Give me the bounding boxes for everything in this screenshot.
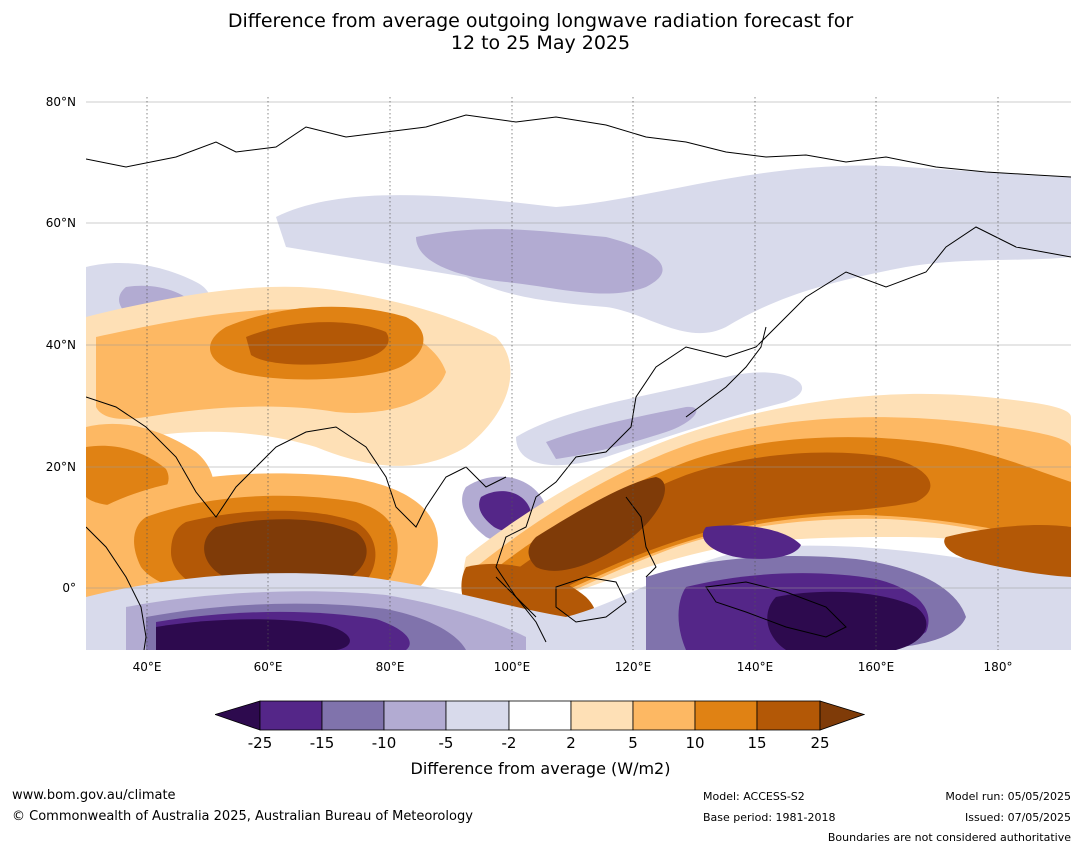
coastline-borneo — [555, 576, 627, 623]
colorbar-segment-6 — [570, 700, 634, 731]
colorbar-tick: -5 — [438, 734, 454, 752]
coastline-new-guinea — [705, 581, 847, 638]
issued-date: Issued: 07/05/2025 — [964, 811, 1071, 824]
lat-label-0: 0° — [62, 581, 76, 595]
colorbar-tick: -2 — [501, 734, 517, 752]
anomaly-east-pacific-strong — [944, 525, 1071, 577]
lon-label-60e: 60°E — [253, 660, 283, 674]
anomaly-west-pacific-core — [506, 452, 931, 596]
colorbar-segment-7 — [632, 700, 696, 731]
colorbar-extend-high — [819, 700, 865, 731]
lat-label-80n: 80°N — [45, 95, 76, 109]
colorbar-tick: 5 — [628, 734, 638, 752]
lon-label-100e: 100°E — [493, 660, 531, 674]
colorbar-label: Difference from average (W/m2) — [410, 759, 671, 778]
colorbar-tick: 10 — [685, 734, 705, 752]
model-run-date: Model run: 05/05/2025 — [945, 790, 1071, 803]
lon-label-140e: 140°E — [736, 660, 774, 674]
copyright-text: © Commonwealth of Australia 2025, Austra… — [12, 809, 473, 824]
gridlines-lon — [146, 97, 999, 650]
anomaly-pacific-south-core — [767, 591, 927, 650]
colorbar-segment-9 — [756, 700, 821, 731]
lon-label-80e: 80°E — [375, 660, 405, 674]
lon-label-180: 180° — [983, 660, 1013, 674]
coastline-arctic — [86, 114, 1071, 178]
anomaly-fields — [86, 165, 1071, 650]
coastline-africa-east — [86, 526, 147, 650]
lon-label-40e: 40°E — [132, 660, 162, 674]
lat-label-40n: 40°N — [45, 338, 76, 352]
colorbar-segment-5 — [508, 700, 572, 731]
colorbar-tick: 15 — [747, 734, 767, 752]
coastline-sumatra — [495, 576, 547, 643]
colorbar-extend-low — [215, 700, 261, 731]
colorbar-tick: -25 — [247, 734, 273, 752]
base-period: Base period: 1981-2018 — [703, 811, 836, 824]
coastlines — [86, 114, 1071, 650]
colorbar-segment-8 — [694, 700, 758, 731]
lon-label-120e: 120°E — [614, 660, 652, 674]
colorbar-tick: 2 — [566, 734, 576, 752]
colorbar-segment-2 — [321, 700, 385, 731]
lat-label-20n: 20°N — [45, 460, 76, 474]
anomaly-south-china-sea-core — [528, 477, 665, 571]
boundary-disclaimer: Boundaries are not considered authoritat… — [827, 831, 1071, 844]
anomaly-east-china-mid — [546, 406, 697, 459]
colorbar-tick: 25 — [810, 734, 830, 752]
coastline-asia-east — [495, 226, 1071, 618]
website-link[interactable]: www.bom.gov.au/climate — [12, 788, 176, 803]
anomaly-siberia-light — [276, 165, 1071, 334]
anomaly-siberia-mid — [416, 229, 663, 294]
model-name: Model: ACCESS-S2 — [703, 790, 805, 803]
colorbar-segment-1 — [259, 700, 323, 731]
anomaly-indian-ocean-core — [204, 519, 367, 588]
colorbar-segment-3 — [383, 700, 447, 731]
forecast-map — [86, 97, 1071, 650]
coastline-japan — [685, 326, 767, 418]
title-line-2: 12 to 25 May 2025 — [450, 32, 631, 54]
coastline-philippines — [625, 496, 657, 578]
colorbar-segment-4 — [445, 700, 510, 731]
coastline-south-asia — [86, 396, 507, 528]
map-canvas — [86, 97, 1071, 650]
chart-title: Difference from average outgoing longwav… — [0, 10, 1081, 54]
lon-label-160e: 160°E — [857, 660, 895, 674]
anomaly-southern-core — [156, 619, 350, 650]
anomaly-pacific-equator-dark — [702, 525, 801, 559]
anomaly-tibet-core — [246, 322, 389, 365]
title-line-1: Difference from average outgoing longwav… — [227, 10, 854, 32]
colorbar — [215, 700, 865, 731]
colorbar-tick: -15 — [309, 734, 335, 752]
colorbar-tick: -10 — [371, 734, 397, 752]
gridlines-lat — [86, 101, 1071, 589]
lat-label-60n: 60°N — [45, 216, 76, 230]
